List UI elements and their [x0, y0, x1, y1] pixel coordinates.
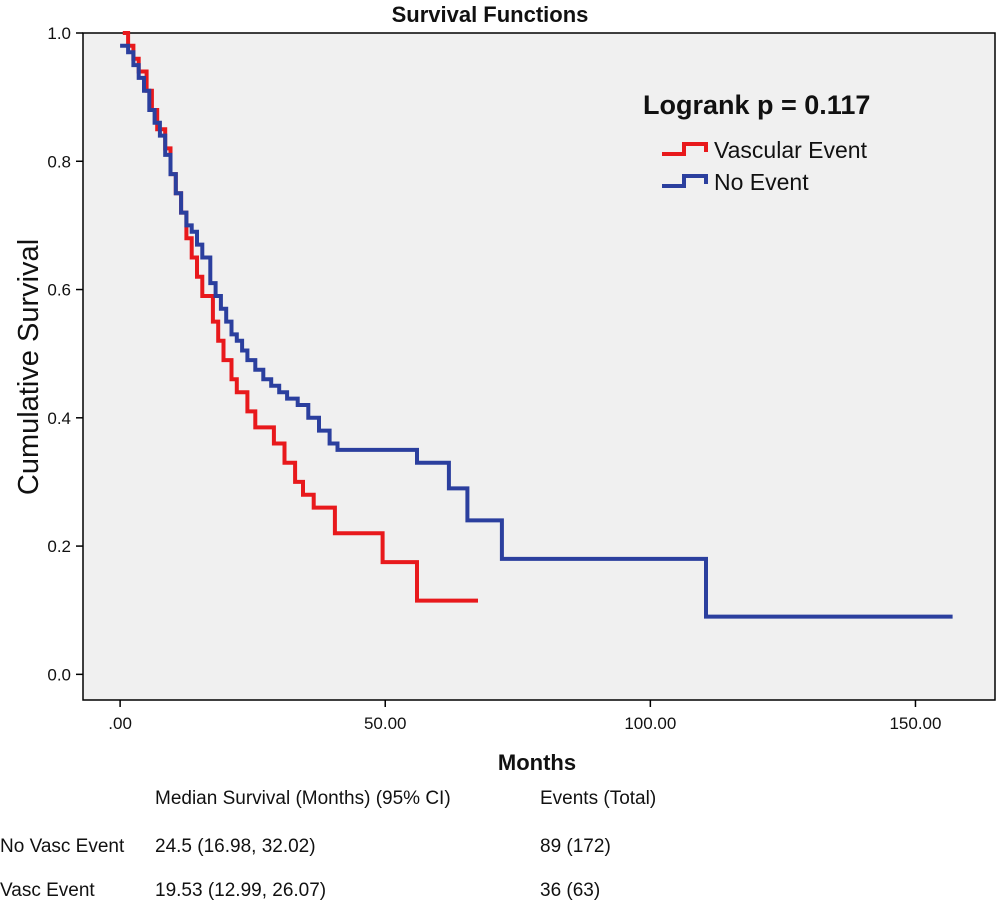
survival-chart: Survival Functions 0.0 0.2 0.4 0.6 0.8 1.0 .0…: [13, 2, 996, 775]
legend-label-vascular-event: Vascular Event: [714, 137, 868, 163]
y-tick-label: 0.2: [47, 537, 71, 556]
summary-row-label: No Vasc Event: [0, 836, 125, 857]
legend: Vascular Event No Event: [662, 137, 868, 195]
x-tick-label: 150.00: [889, 714, 941, 733]
y-tick-label: 0.4: [47, 409, 71, 428]
summary-row-median: 24.5 (16.98, 32.02): [155, 836, 316, 857]
plot-area: [82, 32, 996, 701]
legend-swatch-no-event: [662, 174, 708, 188]
x-axis: .00 50.00 100.00 150.00: [108, 700, 941, 733]
y-axis-label: Cumulative Survival: [13, 239, 45, 495]
summary-header-events: Events (Total): [540, 788, 657, 809]
y-tick-label: 0.8: [47, 152, 71, 171]
summary-table: Median Survival (Months) (95% CI) Events…: [0, 778, 1000, 907]
legend-label-no-event: No Event: [714, 169, 809, 195]
y-tick-label: 0.0: [47, 665, 71, 684]
series-line-no-event: [120, 43, 953, 619]
summary-row-median: 19.53 (12.99, 26.07): [155, 880, 327, 901]
y-axis: 0.0 0.2 0.4 0.6 0.8 1.0: [47, 24, 83, 684]
logrank-annotation: Logrank p = 0.117: [643, 90, 870, 120]
summary-header-median: Median Survival (Months) (95% CI): [155, 788, 451, 809]
chart-title: Survival Functions: [392, 2, 589, 27]
y-tick-label: 0.6: [47, 281, 71, 300]
y-tick-label: 1.0: [47, 24, 71, 43]
summary-row-events: 36 (63): [540, 880, 601, 901]
x-tick-label: .00: [108, 714, 132, 733]
summary-row-label: Vasc Event: [0, 880, 95, 901]
summary-row-events: 89 (172): [540, 836, 611, 857]
x-tick-label: 100.00: [624, 714, 676, 733]
legend-swatch-vascular-event: [662, 142, 708, 156]
series-layer: [120, 31, 953, 619]
x-axis-label: Months: [498, 750, 576, 775]
x-tick-label: 50.00: [364, 714, 407, 733]
